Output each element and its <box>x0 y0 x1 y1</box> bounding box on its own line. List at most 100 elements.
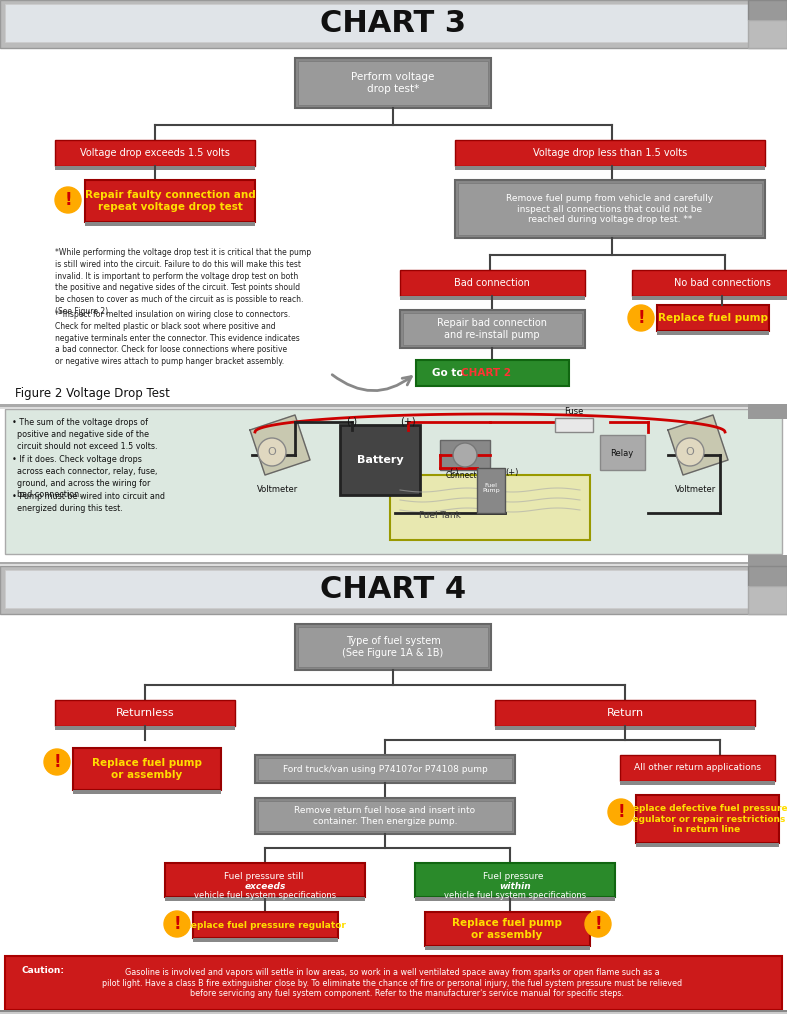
Circle shape <box>585 911 611 937</box>
Circle shape <box>164 911 190 937</box>
Text: *While performing the voltage drop test it is critical that the pump
is still wi: *While performing the voltage drop test … <box>55 248 311 316</box>
Bar <box>657 305 769 331</box>
Bar <box>400 270 585 296</box>
Text: All other return applications: All other return applications <box>634 764 760 772</box>
Bar <box>415 863 615 897</box>
Text: Perform voltage
drop test*: Perform voltage drop test* <box>351 73 434 94</box>
Polygon shape <box>250 415 310 475</box>
Bar <box>458 183 762 234</box>
Text: !: ! <box>594 915 602 933</box>
Text: • The sum of the voltage drops of
  positive and negative side of the
  circuit : • The sum of the voltage drops of positi… <box>12 418 157 451</box>
Bar <box>440 440 490 470</box>
Bar <box>748 555 787 570</box>
Bar <box>632 296 787 300</box>
Bar <box>255 798 515 834</box>
Bar <box>55 700 235 726</box>
Text: Remove fuel pump from vehicle and carefully
inspect all connections that could n: Remove fuel pump from vehicle and carefu… <box>507 195 714 224</box>
Text: CHART 2: CHART 2 <box>461 368 511 378</box>
Text: within: within <box>499 882 530 891</box>
Bar <box>425 946 590 950</box>
Bar <box>295 58 491 108</box>
Text: Go to: Go to <box>432 368 467 378</box>
Text: Remove return fuel hose and insert into
container. Then energize pump.: Remove return fuel hose and insert into … <box>294 806 475 825</box>
Text: !: ! <box>65 191 72 209</box>
Bar <box>5 4 775 42</box>
Text: Fuel pressure still: Fuel pressure still <box>224 872 306 881</box>
Text: !: ! <box>173 915 181 933</box>
Bar <box>632 270 787 296</box>
Bar <box>255 755 515 783</box>
Text: Replace fuel pump
or assembly: Replace fuel pump or assembly <box>452 919 562 940</box>
Text: Bad connection: Bad connection <box>454 278 530 288</box>
Text: O: O <box>268 447 276 457</box>
Bar <box>748 0 787 20</box>
Text: **Inspect for melted insulation on wiring close to connectors.
Check for melted : **Inspect for melted insulation on wirin… <box>55 310 300 367</box>
Bar <box>748 404 787 419</box>
Bar <box>0 407 787 409</box>
Circle shape <box>676 438 704 466</box>
Bar <box>73 790 221 794</box>
Text: (+): (+) <box>505 468 519 476</box>
Bar <box>193 938 338 942</box>
Text: • If it does. Check voltage drops
  across each connector, relay, fuse,
  ground: • If it does. Check voltage drops across… <box>12 455 157 500</box>
Bar <box>295 624 491 670</box>
FancyArrowPatch shape <box>332 375 412 391</box>
Text: Replace fuel pump: Replace fuel pump <box>658 313 768 323</box>
Bar <box>748 586 787 614</box>
Bar <box>390 475 590 540</box>
Text: Repair bad connection
and re-install pump: Repair bad connection and re-install pum… <box>437 318 547 340</box>
Bar <box>636 795 779 843</box>
Text: O: O <box>685 447 694 457</box>
Bar <box>748 566 787 586</box>
Bar <box>298 627 488 667</box>
Bar <box>340 425 420 495</box>
Circle shape <box>628 305 654 331</box>
Bar <box>636 843 779 847</box>
Bar <box>298 61 488 105</box>
Circle shape <box>55 187 81 213</box>
Text: Fuel Tank: Fuel Tank <box>419 511 461 519</box>
Bar <box>495 726 755 730</box>
Circle shape <box>44 749 70 775</box>
Bar <box>748 20 787 48</box>
Text: Figure 2 Voltage Drop Test: Figure 2 Voltage Drop Test <box>15 387 170 400</box>
Bar <box>400 310 585 348</box>
Bar <box>0 1010 787 1012</box>
Bar <box>0 1012 787 1014</box>
Text: (-): (-) <box>346 417 357 427</box>
Text: No bad connections: No bad connections <box>674 278 770 288</box>
Text: Fuel pressure: Fuel pressure <box>483 872 547 881</box>
Bar <box>55 140 255 166</box>
Bar <box>657 331 769 335</box>
Text: exceeds: exceeds <box>244 882 286 891</box>
Bar <box>555 418 593 432</box>
Bar <box>5 409 782 554</box>
Bar <box>455 140 765 166</box>
Bar <box>5 956 782 1010</box>
Bar <box>85 222 255 226</box>
Bar <box>258 801 512 831</box>
Bar <box>5 570 775 608</box>
Text: Ford truck/van using P74107or P74108 pump: Ford truck/van using P74107or P74108 pum… <box>283 765 487 773</box>
Text: Fuel
Pump: Fuel Pump <box>482 482 500 494</box>
Bar <box>55 166 255 170</box>
Bar <box>73 748 221 790</box>
Text: Return: Return <box>607 708 644 718</box>
Bar <box>0 562 787 564</box>
Text: Connector: Connector <box>445 470 485 479</box>
Bar <box>495 700 755 726</box>
Text: Type of fuel system
(See Figure 1A & 1B): Type of fuel system (See Figure 1A & 1B) <box>342 636 444 657</box>
Circle shape <box>453 443 477 467</box>
Bar <box>455 166 765 170</box>
Bar <box>165 863 365 897</box>
Polygon shape <box>668 415 728 475</box>
Bar <box>600 435 645 470</box>
Text: • Pump must be wired into circuit and
  energized during this test.: • Pump must be wired into circuit and en… <box>12 492 165 513</box>
Bar <box>620 755 775 781</box>
Text: !: ! <box>54 753 61 771</box>
Bar <box>403 313 582 345</box>
Text: Voltmeter: Voltmeter <box>675 485 717 495</box>
Text: (+): (+) <box>400 417 416 427</box>
Bar <box>0 564 787 566</box>
Text: Voltage drop less than 1.5 volts: Voltage drop less than 1.5 volts <box>533 148 687 158</box>
